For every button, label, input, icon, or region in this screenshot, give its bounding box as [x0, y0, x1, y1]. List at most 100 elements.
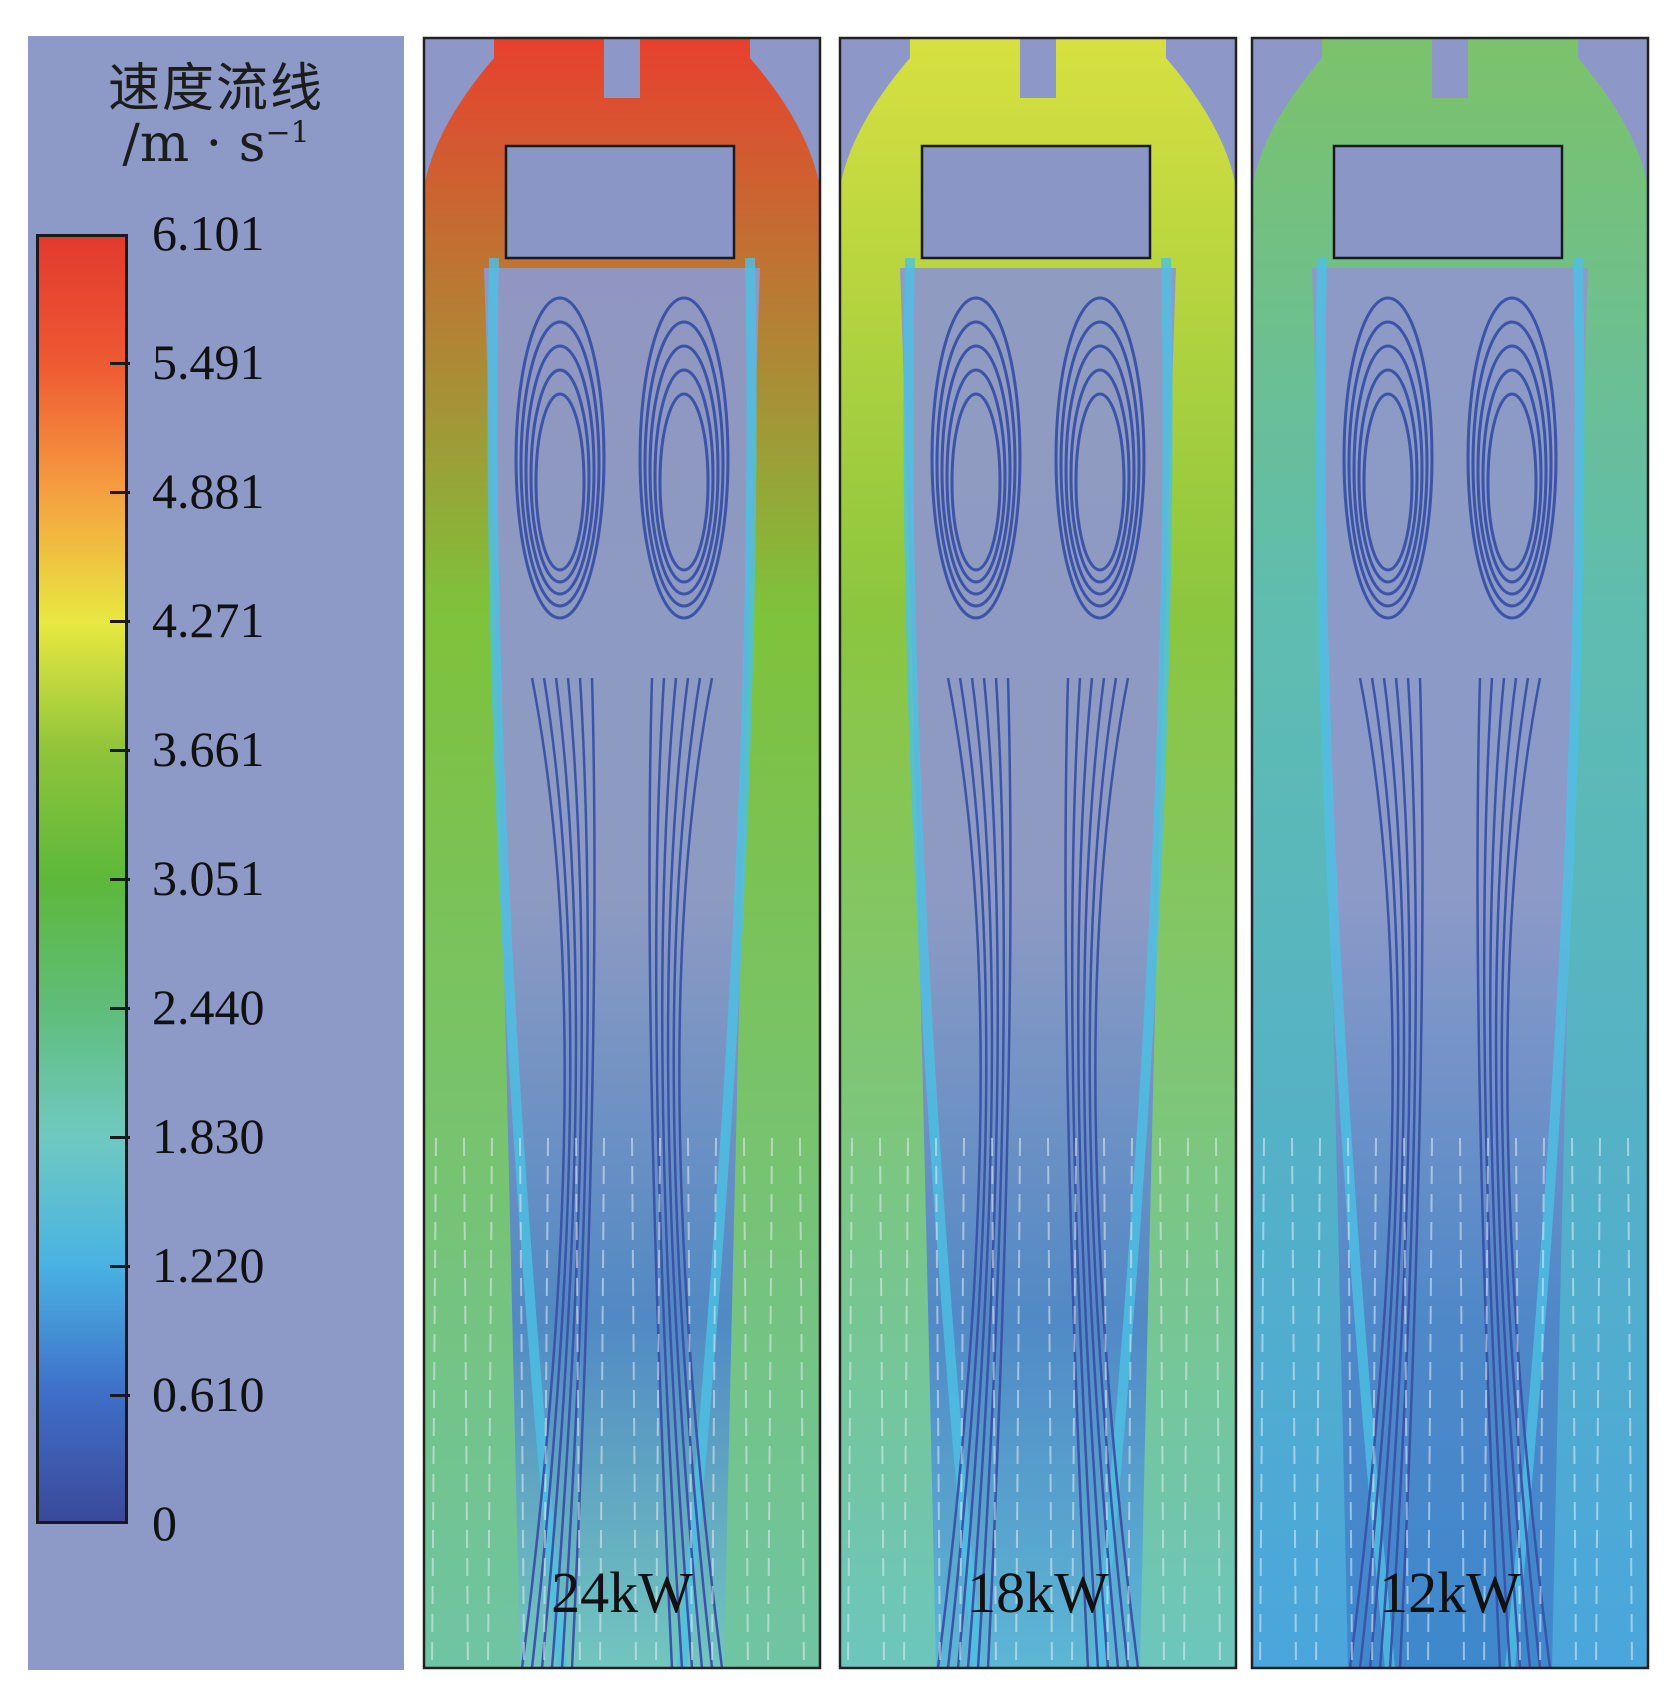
streak-line: [711, 1137, 717, 1669]
streak-line: [879, 1137, 885, 1669]
streamline: [666, 677, 704, 1669]
tick-label: 1.830: [152, 1108, 265, 1164]
shear-layer: [487, 257, 567, 1669]
streamline: [1500, 677, 1542, 1669]
streamline: [678, 677, 724, 1669]
tick-mark: [110, 1394, 130, 1397]
vortex-streamline: [935, 320, 1017, 608]
panel-label: 18kW: [967, 1560, 1109, 1625]
streamline: [1076, 677, 1110, 1669]
vortex-streamline: [648, 344, 720, 596]
tick-label: 0.610: [152, 1366, 265, 1422]
streamline: [1094, 677, 1140, 1669]
streak-line: [599, 1137, 605, 1669]
streamline: [1088, 677, 1130, 1669]
streamline: [936, 677, 982, 1669]
streamline: [1398, 677, 1424, 1669]
streak-line: [487, 1137, 493, 1669]
streak-line: [1403, 1137, 1409, 1669]
tick-mark: [110, 1136, 130, 1139]
panel-border: [1250, 36, 1650, 1670]
streamline: [1082, 677, 1120, 1669]
streak-line: [1371, 1137, 1377, 1669]
streak-line: [655, 1137, 661, 1669]
streak-line: [743, 1137, 749, 1669]
streamline: [530, 677, 572, 1669]
tick-label: 3.661: [152, 721, 265, 777]
tick-label: 6.101: [152, 205, 265, 261]
tick-mark: [110, 749, 130, 752]
streak-line: [687, 1137, 693, 1669]
shear-layer: [903, 257, 983, 1669]
streamline: [550, 677, 584, 1669]
streamline: [1358, 677, 1400, 1669]
streak-line: [463, 1137, 469, 1669]
streamline: [986, 677, 1012, 1669]
vortex-streamline: [945, 368, 1007, 584]
vortex-streamline: [529, 368, 591, 584]
legend-unit-exponent: −1: [265, 115, 310, 151]
streak-line: [1539, 1137, 1545, 1669]
vortex-streamline: [1362, 392, 1414, 572]
streak-line: [1427, 1137, 1433, 1669]
streak-line: [1483, 1137, 1489, 1669]
streak-line: [1215, 1137, 1221, 1669]
streak-line: [1347, 1137, 1353, 1669]
vortex-streamline: [1357, 368, 1419, 584]
streamline: [946, 677, 988, 1669]
streamline: [1378, 677, 1412, 1669]
panel-18kW: 18kW: [838, 36, 1238, 1670]
tick-label: 0: [152, 1495, 177, 1551]
obstacle-block: [504, 144, 736, 260]
streamline: [976, 677, 1006, 1669]
streak-line: [991, 1137, 997, 1669]
streak-line: [543, 1137, 549, 1669]
vortex-streamline: [534, 392, 586, 572]
streak-line: [1259, 1137, 1265, 1669]
panel-12kW: 12kW: [1250, 36, 1650, 1670]
vortex-streamline: [643, 320, 725, 608]
vortex-streamline: [1481, 368, 1543, 584]
wake-region: [1312, 268, 1588, 1668]
tick-label: 2.440: [152, 979, 265, 1035]
streak-line: [799, 1137, 805, 1669]
streamline: [648, 677, 674, 1669]
streak-line: [1103, 1137, 1109, 1669]
panel-label: 24kW: [551, 1560, 693, 1625]
streamline: [1494, 677, 1532, 1669]
vortex-streamline: [653, 368, 715, 584]
vortex-streamline: [1466, 296, 1558, 620]
streak-line: [519, 1137, 525, 1669]
vortex-streamline: [519, 320, 601, 608]
streak-line: [1159, 1137, 1165, 1669]
streak-line: [431, 1137, 437, 1669]
shear-layer: [677, 257, 757, 1669]
streak-line: [847, 1137, 853, 1669]
streak-line: [631, 1137, 637, 1669]
streamline: [1388, 677, 1418, 1669]
legend-unit: /m · s−1: [28, 114, 404, 174]
shear-layer: [1505, 257, 1585, 1669]
panel-24kW: 24kW: [422, 36, 822, 1670]
streamline: [570, 677, 596, 1669]
vortex-streamline: [1059, 320, 1141, 608]
streak-line: [935, 1137, 941, 1669]
vortex-streamline: [1476, 344, 1548, 596]
tick-label: 4.881: [152, 463, 265, 519]
streak-line: [1015, 1137, 1021, 1669]
vortex-streamline: [524, 344, 596, 596]
obstacle-block: [1332, 144, 1564, 260]
tick-mark: [110, 1265, 130, 1268]
legend-unit-text: /m · s: [122, 114, 266, 174]
streamline: [1476, 677, 1502, 1669]
tick-label: 4.271: [152, 592, 265, 648]
streamline: [1506, 677, 1552, 1669]
vortex-streamline: [1064, 344, 1136, 596]
vortex-streamline: [638, 296, 730, 620]
panel-border: [422, 36, 822, 1670]
wake-region: [900, 268, 1176, 1668]
panel-label: 12kW: [1379, 1560, 1521, 1625]
vortex-streamline: [514, 296, 606, 620]
vortex-streamline: [1069, 368, 1131, 584]
streamline: [1368, 677, 1406, 1669]
